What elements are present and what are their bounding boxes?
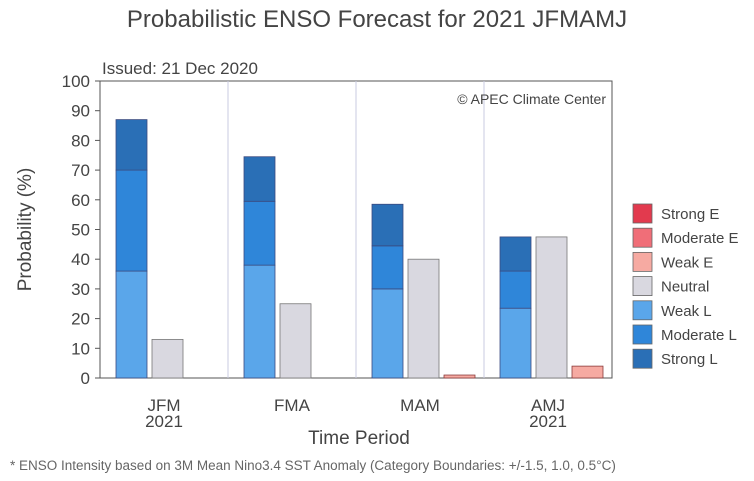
legend-label: Strong L [661,351,718,368]
legend-swatch [632,300,653,321]
footnote: * ENSO Intensity based on 3M Mean Nino3.… [10,458,616,473]
y-tick-label: 70 [71,161,90,180]
legend-label: Neutral [661,279,709,296]
legend-label: Weak E [661,254,713,271]
y-tick-label: 0 [81,369,90,388]
bar-strong-l [499,236,532,272]
bar-strong-l [115,119,148,171]
bar-neutral [279,303,312,379]
y-tick-label: 80 [71,131,90,150]
legend-label: Moderate L [661,327,737,344]
y-tick-label: 10 [71,339,90,358]
x-tick-sublabel: 2021 [145,412,183,431]
bar-moderate-l [115,169,148,272]
bar-strong-l [371,203,404,247]
bar-weak-l [243,264,276,379]
y-tick-label: 50 [71,221,90,240]
legend-label: Strong E [661,206,719,223]
legend-label: Moderate E [661,230,739,247]
bar-weak-l [371,288,404,379]
x-tick-sublabel: 2021 [529,412,567,431]
legend-swatch [632,276,653,297]
bar-weak-e [443,374,476,379]
x-tick-label: JFM [147,396,180,415]
y-tick-label: 30 [71,280,90,299]
bar-neutral [535,236,568,379]
x-axis-label: Time Period [308,428,410,449]
bar-strong-l [243,156,276,202]
legend-label: Weak L [661,303,712,320]
x-tick-label: FMA [274,396,311,415]
legend-swatch [632,251,653,272]
legend-swatch [632,324,653,345]
copyright-notice: © APEC Climate Center [457,91,606,107]
issued-date: Issued: 21 Dec 2020 [102,59,258,78]
chart-title: Probabilistic ENSO Forecast for 2021 JFM… [126,6,628,33]
y-tick-label: 20 [71,310,90,329]
y-tick-label: 60 [71,191,90,210]
x-tick-label: MAM [400,396,440,415]
bar-moderate-l [499,270,532,309]
bar-neutral [151,338,184,379]
bar-neutral [407,258,440,379]
y-tick-label: 40 [71,250,90,269]
legend-swatch [632,348,653,369]
y-tick-label: 100 [62,72,90,91]
x-tick-label: AMJ [531,396,565,415]
bar-weak-l [499,307,532,379]
y-axis-label: Probability (%) [15,168,36,292]
legend-swatch [632,227,653,248]
y-tick-label: 90 [71,102,90,121]
bar-weak-e [571,365,604,379]
legend-swatch [632,203,653,224]
bar-moderate-l [371,245,404,290]
bar-weak-l [115,270,148,379]
bar-moderate-l [243,200,276,266]
